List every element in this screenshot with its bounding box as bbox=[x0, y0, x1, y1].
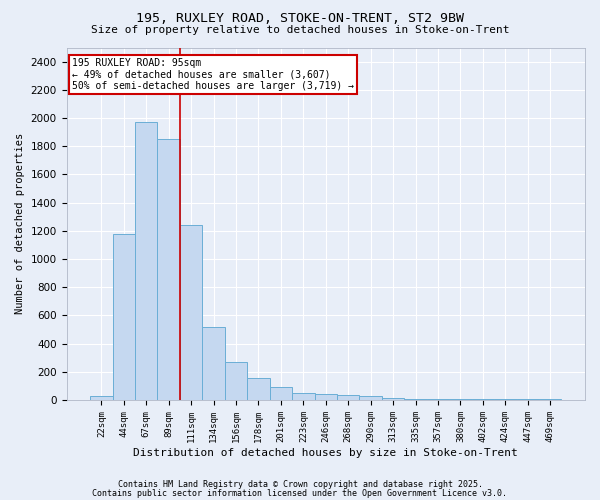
Text: Contains public sector information licensed under the Open Government Licence v3: Contains public sector information licen… bbox=[92, 488, 508, 498]
Bar bbox=[382, 398, 404, 400]
Text: 195 RUXLEY ROAD: 95sqm
← 49% of detached houses are smaller (3,607)
50% of semi-: 195 RUXLEY ROAD: 95sqm ← 49% of detached… bbox=[72, 58, 354, 92]
Bar bbox=[202, 328, 225, 400]
Bar bbox=[180, 225, 202, 400]
Bar bbox=[157, 139, 180, 400]
Bar bbox=[337, 395, 359, 400]
X-axis label: Distribution of detached houses by size in Stoke-on-Trent: Distribution of detached houses by size … bbox=[133, 448, 518, 458]
Text: Contains HM Land Registry data © Crown copyright and database right 2025.: Contains HM Land Registry data © Crown c… bbox=[118, 480, 482, 489]
Bar bbox=[225, 362, 247, 400]
Bar bbox=[314, 394, 337, 400]
Bar bbox=[359, 396, 382, 400]
Bar bbox=[135, 122, 157, 400]
Bar bbox=[269, 388, 292, 400]
Text: Size of property relative to detached houses in Stoke-on-Trent: Size of property relative to detached ho… bbox=[91, 25, 509, 35]
Y-axis label: Number of detached properties: Number of detached properties bbox=[15, 133, 25, 314]
Bar bbox=[292, 393, 314, 400]
Bar bbox=[90, 396, 113, 400]
Text: 195, RUXLEY ROAD, STOKE-ON-TRENT, ST2 9BW: 195, RUXLEY ROAD, STOKE-ON-TRENT, ST2 9B… bbox=[136, 12, 464, 26]
Bar bbox=[113, 234, 135, 400]
Bar bbox=[247, 378, 269, 400]
